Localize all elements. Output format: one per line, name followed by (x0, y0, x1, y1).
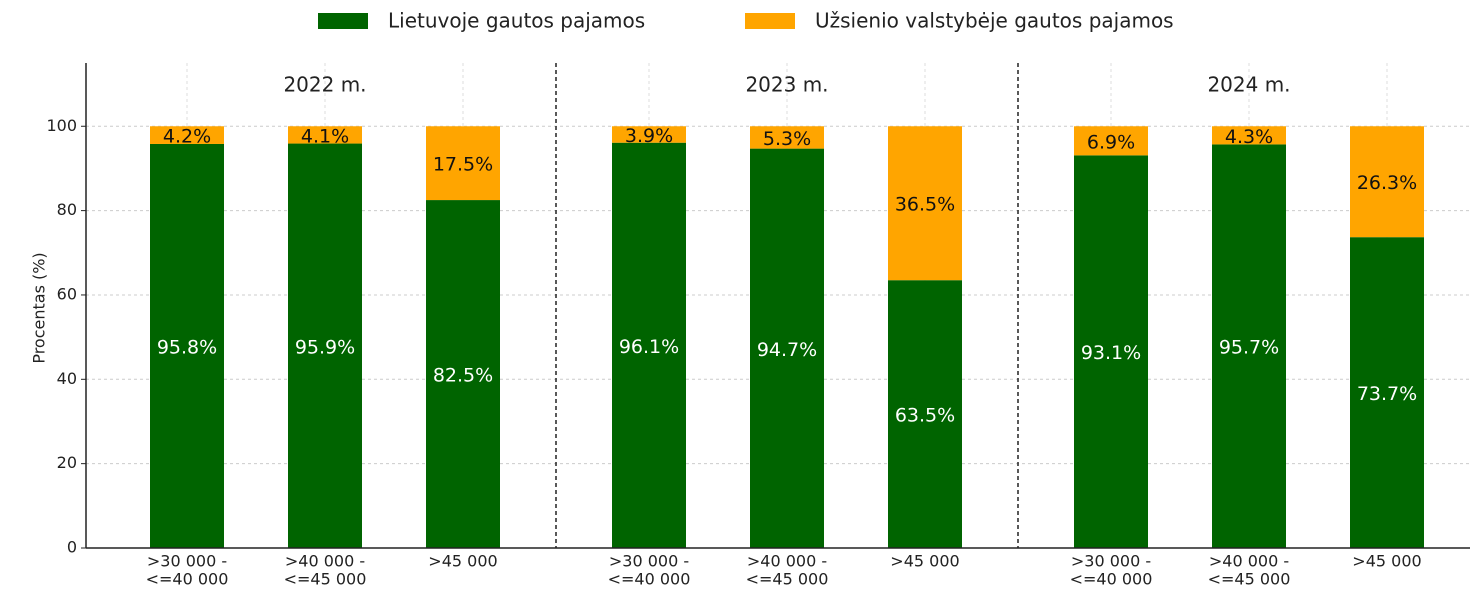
value-label: 17.5% (433, 154, 493, 176)
bar-segment (888, 126, 962, 281)
value-label: 94.7% (757, 339, 817, 361)
x-tick-label: <=45 000 (1208, 570, 1291, 589)
legend-label: Lietuvoje gautos pajamos (388, 9, 645, 33)
bar-segment (426, 200, 500, 548)
x-tick-label: >30 000 - (609, 552, 689, 571)
value-label: 5.3% (763, 128, 811, 150)
value-label: 96.1% (619, 336, 679, 358)
y-tick-label: 100 (46, 116, 77, 135)
legend-label: Užsienio valstybėje gautos pajamos (815, 9, 1174, 33)
bar-segment (750, 148, 824, 548)
y-tick-label: 0 (67, 538, 77, 557)
value-label: 4.2% (163, 126, 211, 148)
value-label: 93.1% (1081, 342, 1141, 364)
bar-segment (1212, 144, 1286, 549)
x-tick-label: <=40 000 (1070, 570, 1153, 589)
x-tick-label: <=45 000 (284, 570, 367, 589)
bar-segment (426, 126, 500, 201)
bar-segment (150, 126, 224, 144)
bar-segment (888, 280, 962, 548)
x-tick-label: >45 000 (428, 552, 497, 571)
legend-swatch (318, 13, 368, 29)
bar-segment (288, 126, 362, 144)
group-label: 2022 m. (283, 73, 366, 97)
y-tick-label: 20 (57, 453, 77, 472)
bar-segment (1074, 155, 1148, 548)
y-axis-label: Procentas (%) (30, 252, 49, 363)
x-tick-label: >40 000 - (1209, 552, 1289, 571)
value-label: 95.7% (1219, 337, 1279, 359)
bar-segment (750, 126, 824, 149)
y-tick-label: 60 (57, 284, 77, 303)
y-tick-label: 40 (57, 369, 77, 388)
group-label: 2023 m. (745, 73, 828, 97)
value-label: 4.1% (301, 125, 349, 147)
value-label: 4.3% (1225, 126, 1273, 148)
value-label: 73.7% (1357, 383, 1417, 405)
x-tick-label: <=40 000 (608, 570, 691, 589)
bar-segment (1074, 126, 1148, 156)
bar-segment (612, 126, 686, 143)
bar-segment (288, 143, 362, 548)
x-tick-label: >30 000 - (1071, 552, 1151, 571)
legend-swatch (745, 13, 795, 29)
bar-segment (1350, 237, 1424, 548)
value-label: 82.5% (433, 365, 493, 387)
value-label: 95.9% (295, 336, 355, 358)
bar-segment (1212, 126, 1286, 145)
value-label: 95.8% (157, 336, 217, 358)
x-tick-label: <=40 000 (146, 570, 229, 589)
value-label: 63.5% (895, 405, 955, 427)
bar-segment (150, 143, 224, 548)
x-tick-label: >40 000 - (747, 552, 827, 571)
value-label: 6.9% (1087, 131, 1135, 153)
y-tick-label: 80 (57, 200, 77, 219)
x-tick-label: >45 000 (1352, 552, 1421, 571)
bar-segment (1350, 126, 1424, 238)
x-tick-label: >30 000 - (147, 552, 227, 571)
group-label: 2024 m. (1207, 73, 1290, 97)
bar-segment (612, 142, 686, 549)
value-label: 3.9% (625, 125, 673, 147)
x-tick-label: >45 000 (890, 552, 959, 571)
value-label: 36.5% (895, 194, 955, 216)
x-tick-label: >40 000 - (285, 552, 365, 571)
value-label: 26.3% (1357, 172, 1417, 194)
x-tick-label: <=45 000 (746, 570, 829, 589)
